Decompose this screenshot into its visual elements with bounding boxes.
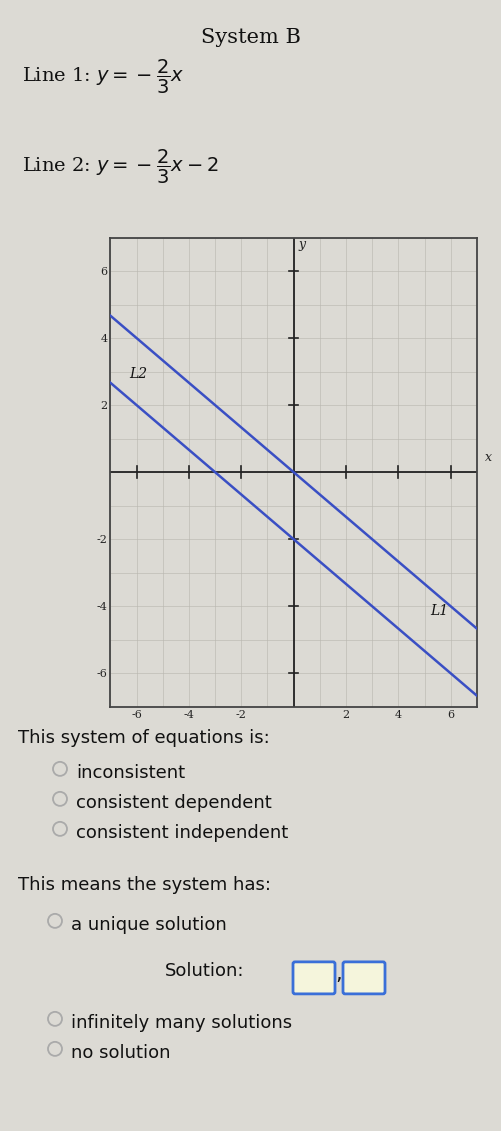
Text: Line 2: $y=-\dfrac{2}{3}x-2$: Line 2: $y=-\dfrac{2}{3}x-2$ xyxy=(22,148,218,187)
FancyBboxPatch shape xyxy=(342,961,384,994)
Text: inconsistent: inconsistent xyxy=(76,763,185,782)
Text: x: x xyxy=(484,450,491,464)
Text: infinitely many solutions: infinitely many solutions xyxy=(71,1013,292,1031)
Text: no solution: no solution xyxy=(71,1044,170,1062)
Text: L2: L2 xyxy=(129,368,147,381)
Text: a unique solution: a unique solution xyxy=(71,916,226,934)
Text: This system of equations is:: This system of equations is: xyxy=(18,728,269,746)
Text: System B: System B xyxy=(201,28,300,48)
Text: consistent dependent: consistent dependent xyxy=(76,794,271,812)
Text: Line 1: $y=-\dfrac{2}{3}x$: Line 1: $y=-\dfrac{2}{3}x$ xyxy=(22,58,184,96)
Text: ,: , xyxy=(334,964,341,984)
Text: consistent independent: consistent independent xyxy=(76,823,288,841)
FancyBboxPatch shape xyxy=(293,961,334,994)
Text: y: y xyxy=(298,238,306,251)
Text: L1: L1 xyxy=(429,604,447,619)
Text: Solution:: Solution: xyxy=(165,961,244,979)
Text: This means the system has:: This means the system has: xyxy=(18,875,271,893)
